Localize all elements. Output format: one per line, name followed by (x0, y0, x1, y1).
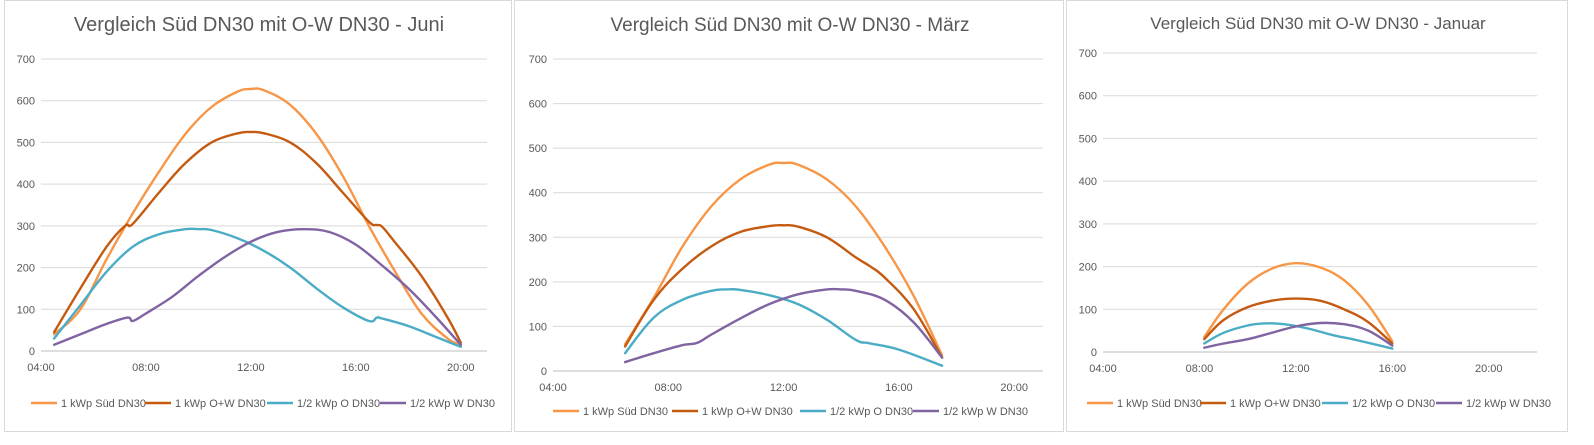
series-line-o (52, 227, 462, 348)
x-tick-label: 08:00 (132, 362, 160, 374)
legend-label: 1/2 kWp W DN30 (943, 406, 1028, 418)
legend-label: 1/2 kWp O DN30 (1352, 398, 1435, 410)
legend-item: 1 kWp Süd DN30 (31, 398, 146, 410)
legend-item: 1/2 kWp W DN30 (913, 406, 1028, 418)
y-tick-label: 600 (17, 96, 35, 108)
y-tick-label: 300 (17, 221, 35, 233)
series-line-sued (52, 87, 462, 346)
y-tick-label: 100 (17, 304, 35, 316)
legend-item: 1 kWp Süd DN30 (553, 406, 668, 418)
legend-item: 1/2 kWp W DN30 (380, 398, 495, 410)
x-tick-label: 08:00 (655, 382, 683, 394)
y-tick-label: 600 (1079, 91, 1097, 103)
y-tick-label: 0 (1091, 347, 1097, 359)
y-tick-label: 700 (17, 54, 35, 66)
legend-label: 1 kWp Süd DN30 (1117, 398, 1202, 410)
chart-januar: Vergleich Süd DN30 mit O-W DN30 - Januar… (1079, 14, 1551, 410)
legend-label: 1/2 kWp O DN30 (297, 398, 380, 410)
y-tick-label: 500 (529, 143, 547, 155)
legend-item: 1/2 kWp O DN30 (267, 398, 380, 410)
x-tick-label: 16:00 (342, 362, 370, 374)
x-tick-label: 20:00 (447, 362, 475, 374)
series-line-sued (1203, 261, 1394, 343)
chart-panel-maerz: Vergleich Süd DN30 mit O-W DN30 - März 0 1… (514, 0, 1064, 432)
chart-panel-januar: Vergleich Süd DN30 mit O-W DN30 - Januar… (1066, 0, 1568, 432)
legend-label: 1/2 kWp W DN30 (410, 398, 495, 410)
y-tick-label: 200 (529, 277, 547, 289)
series-line-w (623, 287, 944, 364)
x-tick-label: 04:00 (1089, 363, 1117, 375)
y-tick-label: 300 (1079, 219, 1097, 231)
y-tick-label: 100 (1079, 304, 1097, 316)
x-tick-label: 04:00 (27, 362, 55, 374)
y-tick-label: 0 (541, 366, 547, 378)
x-tick-label: 16:00 (885, 382, 913, 394)
y-tick-label: 400 (17, 179, 35, 191)
y-tick-label: 0 (29, 346, 35, 358)
series-line-o (1203, 322, 1394, 350)
x-tick-label: 12:00 (237, 362, 265, 374)
legend-label: 1 kWp O+W DN30 (1230, 398, 1321, 410)
series-line-ow (623, 223, 944, 359)
chart-title: Vergleich Süd DN30 mit O-W DN30 - Juni (74, 14, 444, 36)
y-tick-label: 200 (1079, 262, 1097, 274)
chart-panel-juni: Vergleich Süd DN30 mit O-W DN30 - Juni 0 1… (4, 0, 512, 432)
y-tick-label: 300 (529, 232, 547, 244)
series-line-ow (1203, 297, 1394, 345)
x-tick-label: 12:00 (1282, 363, 1310, 375)
chart-title: Vergleich Süd DN30 mit O-W DN30 - Januar (1150, 14, 1486, 33)
legend-label: 1 kWp O+W DN30 (702, 406, 793, 418)
x-tick-label: 08:00 (1186, 363, 1214, 375)
y-tick-label: 700 (1079, 48, 1097, 60)
x-tick-label: 16:00 (1379, 363, 1407, 375)
x-tick-label: 04:00 (539, 382, 567, 394)
y-tick-label: 500 (17, 137, 35, 149)
chart-maerz: Vergleich Süd DN30 mit O-W DN30 - März 0 1… (529, 15, 1043, 418)
legend-item: 1/2 kWp O DN30 (1322, 398, 1435, 410)
legend-item: 1 kWp O+W DN30 (672, 406, 793, 418)
y-tick-label: 400 (529, 188, 547, 200)
series-line-w (52, 228, 462, 346)
y-tick-label: 600 (529, 99, 547, 111)
x-tick-label: 20:00 (1000, 382, 1028, 394)
series-line-ow (52, 130, 462, 344)
legend-label: 1 kWp Süd DN30 (583, 406, 668, 418)
legend-item: 1 kWp O+W DN30 (145, 398, 266, 410)
y-tick-label: 100 (529, 321, 547, 333)
legend-item: 1/2 kWp O DN30 (800, 406, 913, 418)
y-tick-label: 700 (529, 54, 547, 66)
series-line-o (623, 288, 944, 367)
legend-item: 1 kWp Süd DN30 (1087, 398, 1202, 410)
series-line-sued (623, 161, 944, 357)
chart-juni: Vergleich Süd DN30 mit O-W DN30 - Juni 0 1… (17, 14, 495, 410)
series-line-w (1203, 321, 1394, 349)
legend-label: 1/2 kWp W DN30 (1466, 398, 1551, 410)
legend-item: 1 kWp O+W DN30 (1200, 398, 1321, 410)
legend-label: 1/2 kWp O DN30 (830, 406, 913, 418)
y-tick-label: 400 (1079, 176, 1097, 188)
legend-label: 1 kWp O+W DN30 (175, 398, 266, 410)
x-tick-label: 20:00 (1475, 363, 1503, 375)
chart-title: Vergleich Süd DN30 mit O-W DN30 - März (611, 15, 970, 36)
y-tick-label: 200 (17, 263, 35, 275)
y-tick-label: 500 (1079, 133, 1097, 145)
x-tick-label: 12:00 (770, 382, 798, 394)
legend-label: 1 kWp Süd DN30 (61, 398, 146, 410)
legend-item: 1/2 kWp W DN30 (1436, 398, 1551, 410)
